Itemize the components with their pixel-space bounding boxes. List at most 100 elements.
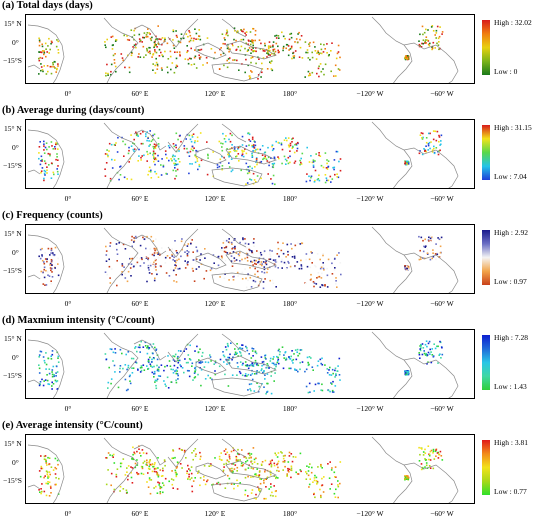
data-point bbox=[125, 489, 128, 492]
data-point bbox=[153, 46, 155, 49]
data-point bbox=[198, 35, 200, 37]
data-point bbox=[337, 365, 339, 367]
data-point bbox=[313, 477, 316, 479]
data-point bbox=[228, 162, 230, 164]
data-point bbox=[314, 169, 317, 172]
data-point bbox=[337, 485, 340, 488]
data-point bbox=[44, 361, 46, 364]
data-point bbox=[300, 259, 302, 262]
data-point bbox=[337, 51, 340, 53]
data-point bbox=[108, 265, 111, 268]
coastline bbox=[195, 252, 227, 270]
data-point bbox=[246, 347, 248, 349]
data-point bbox=[268, 367, 270, 369]
data-point bbox=[264, 50, 266, 52]
data-point bbox=[43, 140, 45, 143]
data-point bbox=[273, 52, 276, 55]
data-point bbox=[431, 46, 433, 48]
data-point bbox=[204, 483, 207, 486]
data-point bbox=[313, 390, 315, 392]
data-point bbox=[38, 39, 41, 42]
data-point bbox=[419, 349, 422, 352]
data-point bbox=[287, 45, 290, 47]
data-point bbox=[439, 450, 442, 453]
data-point bbox=[282, 367, 285, 370]
data-point bbox=[285, 256, 287, 258]
data-point bbox=[57, 165, 59, 167]
data-point bbox=[237, 355, 239, 357]
coastline bbox=[133, 234, 167, 256]
coastline bbox=[103, 122, 139, 188]
data-point bbox=[429, 353, 431, 355]
data-point bbox=[119, 367, 121, 370]
data-point bbox=[308, 258, 311, 261]
data-point bbox=[238, 370, 241, 373]
data-point bbox=[282, 457, 285, 460]
data-point bbox=[57, 463, 59, 466]
map-frame bbox=[25, 329, 475, 399]
data-point bbox=[157, 370, 160, 372]
data-point bbox=[159, 491, 162, 493]
data-point bbox=[328, 54, 330, 56]
data-point bbox=[232, 251, 235, 253]
data-point bbox=[429, 467, 432, 469]
data-point bbox=[188, 358, 191, 360]
data-point bbox=[174, 155, 176, 157]
data-point bbox=[338, 374, 341, 376]
data-point bbox=[257, 78, 259, 80]
data-point bbox=[191, 365, 193, 367]
data-point bbox=[431, 236, 433, 239]
data-point bbox=[139, 265, 142, 267]
data-point bbox=[162, 469, 164, 472]
data-point bbox=[55, 365, 58, 368]
data-point bbox=[105, 245, 107, 248]
coastline bbox=[371, 226, 459, 293]
data-point bbox=[337, 484, 339, 486]
data-point bbox=[201, 351, 204, 354]
data-point bbox=[110, 348, 113, 351]
data-point bbox=[265, 358, 267, 360]
data-point bbox=[255, 157, 258, 159]
data-point bbox=[246, 260, 249, 262]
data-point bbox=[154, 258, 156, 260]
data-point bbox=[148, 145, 150, 147]
data-point bbox=[273, 462, 276, 465]
data-point bbox=[146, 32, 149, 34]
data-point bbox=[333, 166, 336, 169]
data-point bbox=[286, 139, 288, 142]
data-point bbox=[319, 267, 322, 270]
data-point bbox=[49, 48, 51, 51]
data-point bbox=[105, 457, 107, 459]
data-point bbox=[156, 63, 159, 66]
data-point bbox=[335, 488, 337, 491]
data-point bbox=[133, 138, 135, 141]
data-point bbox=[428, 132, 430, 135]
data-point bbox=[290, 355, 292, 358]
data-point bbox=[225, 245, 228, 248]
data-point bbox=[245, 152, 248, 155]
data-point bbox=[424, 246, 427, 248]
data-point bbox=[434, 253, 437, 255]
data-point bbox=[436, 130, 439, 133]
data-point bbox=[196, 249, 199, 252]
data-point bbox=[252, 28, 255, 30]
data-point bbox=[426, 248, 429, 251]
data-point bbox=[275, 477, 277, 480]
data-point bbox=[233, 487, 235, 490]
data-point bbox=[40, 171, 42, 174]
data-point bbox=[439, 144, 441, 146]
data-point bbox=[222, 351, 224, 353]
data-point bbox=[276, 253, 279, 255]
data-point bbox=[247, 495, 249, 497]
data-point bbox=[184, 58, 187, 60]
data-point bbox=[156, 378, 159, 380]
data-point bbox=[295, 369, 298, 371]
data-point bbox=[317, 178, 320, 180]
data-point bbox=[299, 368, 301, 371]
data-point bbox=[228, 155, 230, 158]
data-point bbox=[257, 261, 259, 264]
data-point bbox=[181, 367, 184, 369]
data-point bbox=[156, 38, 159, 40]
data-point bbox=[256, 370, 258, 372]
data-point bbox=[132, 357, 135, 360]
